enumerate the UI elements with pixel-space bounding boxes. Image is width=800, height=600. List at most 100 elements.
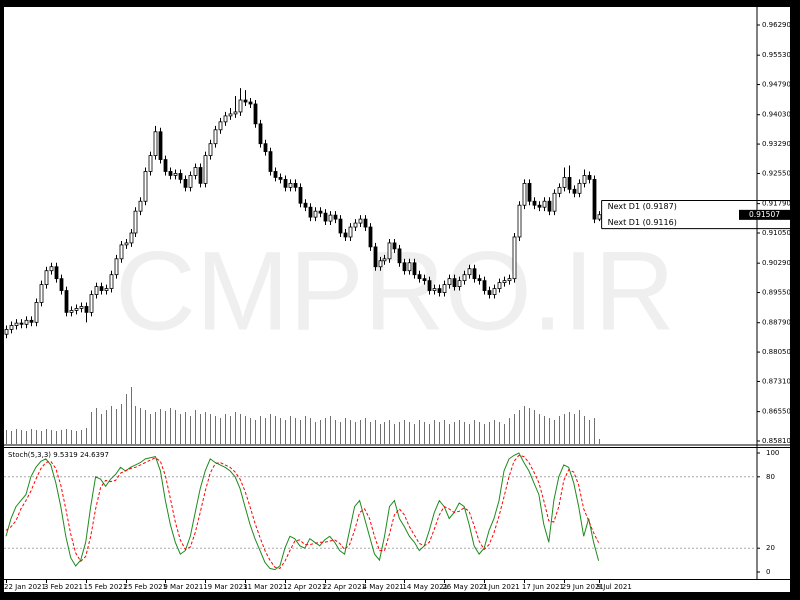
x-tick-label: 9 Jul 2021 xyxy=(597,583,632,591)
candle-body xyxy=(168,171,173,176)
candle-body xyxy=(133,210,138,234)
candle-body xyxy=(427,280,432,291)
chart-area xyxy=(4,7,790,592)
x-tick-label: 25 Feb 2021 xyxy=(124,583,168,591)
candle-body xyxy=(19,322,24,325)
candle-body xyxy=(343,232,348,238)
candle-body xyxy=(587,175,592,180)
x-tick-label: 14 May 2021 xyxy=(402,583,448,591)
x-tick-label: 17 Jun 2021 xyxy=(522,583,564,591)
candle-body xyxy=(288,182,293,188)
candle-body xyxy=(203,155,208,184)
x-tick-label: 9 Mar 2021 xyxy=(163,583,203,591)
candle-body xyxy=(477,278,482,282)
candle-body xyxy=(298,186,303,204)
candle-body xyxy=(407,262,412,272)
candle-body xyxy=(153,131,158,156)
candle-body xyxy=(387,242,392,260)
x-tick-label: 7 Jun 2021 xyxy=(482,583,520,591)
candle-body xyxy=(348,226,353,238)
y-tick-label: 0.94790 xyxy=(762,81,791,89)
candle-body xyxy=(263,143,268,153)
candle-body xyxy=(457,280,462,287)
candle-body xyxy=(248,101,253,105)
candle-body xyxy=(313,210,318,218)
candle-body xyxy=(537,204,542,208)
candle-body xyxy=(188,175,193,188)
candle-body xyxy=(74,308,79,311)
candle-body xyxy=(303,202,308,208)
x-tick-label: 29 Jun 2021 xyxy=(562,583,604,591)
candle-body xyxy=(472,268,477,280)
candle-body xyxy=(69,310,74,313)
candle-body xyxy=(497,282,502,289)
candle-body xyxy=(223,115,228,123)
candle-body xyxy=(138,200,143,212)
candle-body xyxy=(34,302,39,323)
candle-body xyxy=(353,222,358,228)
candle-body xyxy=(582,175,587,184)
y-tick-label: 0.88790 xyxy=(762,319,791,327)
x-tick-label: 15 Feb 2021 xyxy=(84,583,128,591)
y-tick-label: 0.95530 xyxy=(762,51,791,59)
y-tick-label: 0.96290 xyxy=(762,21,791,29)
candle-body xyxy=(109,274,114,289)
candle-body xyxy=(54,266,59,280)
candle-body xyxy=(119,244,124,260)
candle-body xyxy=(143,171,148,202)
candle-body xyxy=(49,266,54,272)
y-tick-label: 100 xyxy=(766,449,779,457)
candle-body xyxy=(358,218,363,224)
candle-body xyxy=(293,182,298,188)
candle-body xyxy=(522,182,527,206)
candle-body xyxy=(412,262,417,276)
candle-body xyxy=(94,286,99,295)
candle-body xyxy=(467,268,472,276)
candle-body xyxy=(572,188,577,194)
candle-body xyxy=(273,171,278,178)
candle-body xyxy=(368,226,373,248)
candle-body xyxy=(397,248,402,264)
candle-body xyxy=(512,236,517,280)
candle-body xyxy=(517,204,522,238)
x-tick-label: 12 Apr 2021 xyxy=(283,583,326,591)
y-tick-label: 0.87310 xyxy=(762,377,791,385)
candle-body xyxy=(218,121,223,131)
candle-body xyxy=(198,167,203,184)
candle-body xyxy=(233,111,238,115)
x-tick-label: 22 Jan 2021 xyxy=(4,583,46,591)
candle-body xyxy=(283,179,288,188)
y-tick-label: 0.91050 xyxy=(762,229,791,237)
y-tick-label: 0.85810 xyxy=(762,437,791,445)
candle-body xyxy=(228,113,233,117)
candle-body xyxy=(527,182,532,202)
candle-body xyxy=(84,306,89,313)
candle-body xyxy=(208,143,213,156)
candle-body xyxy=(104,288,109,291)
candle-body xyxy=(547,200,552,212)
candle-body xyxy=(597,214,602,220)
candle-body xyxy=(124,242,129,246)
candle-body xyxy=(507,278,512,282)
candle-body xyxy=(183,179,188,188)
candle-body xyxy=(4,329,9,335)
candle-body xyxy=(447,278,452,286)
candle-body xyxy=(462,274,467,282)
candle-body xyxy=(402,262,407,272)
candle-body xyxy=(378,260,383,268)
candle-body xyxy=(452,278,457,287)
candle-body xyxy=(532,200,537,206)
candle-body xyxy=(178,173,183,180)
candle-body xyxy=(44,270,49,286)
candle-body xyxy=(437,288,442,293)
candle-body xyxy=(562,177,567,188)
candle-body xyxy=(552,192,557,212)
candle-body xyxy=(193,167,198,176)
x-tick-label: 3 Feb 2021 xyxy=(44,583,83,591)
current-price-box xyxy=(739,209,790,220)
candle-body xyxy=(392,242,397,250)
candle-body xyxy=(482,280,487,291)
candle-body xyxy=(278,177,283,180)
x-tick-label: 26 May 2021 xyxy=(442,583,488,591)
candle-body xyxy=(243,99,248,103)
